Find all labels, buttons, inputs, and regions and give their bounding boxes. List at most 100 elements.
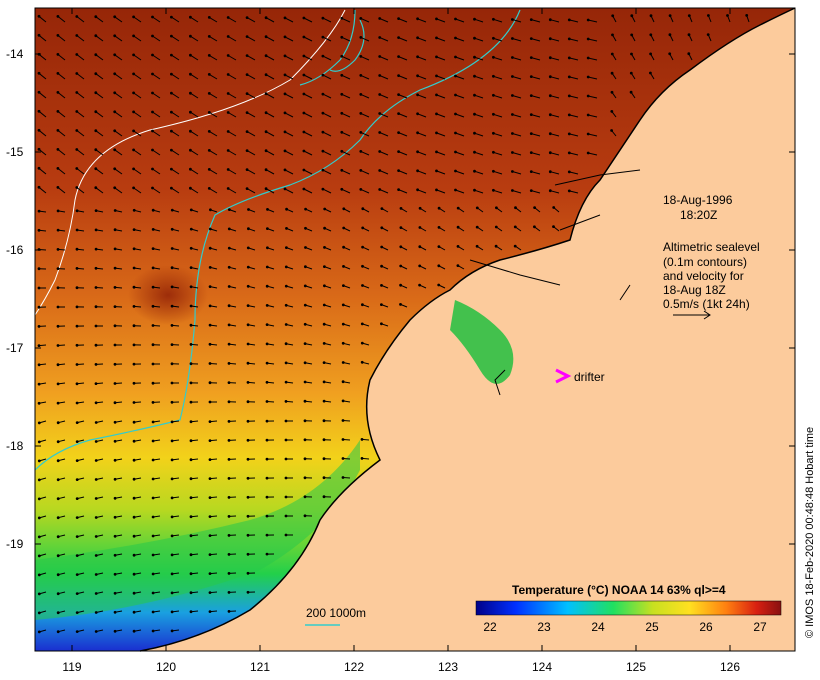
velocity-arrow bbox=[379, 170, 389, 175]
velocity-arrow bbox=[550, 152, 560, 156]
velocity-arrow-head bbox=[151, 534, 155, 538]
velocity-arrow-head bbox=[322, 438, 326, 442]
velocity-arrow-head bbox=[303, 457, 307, 461]
velocity-arrow-head bbox=[94, 497, 98, 500]
velocity-arrow-head bbox=[340, 54, 344, 58]
velocity-arrow-head bbox=[378, 17, 382, 20]
velocity-arrow-head bbox=[151, 420, 155, 424]
velocity-arrow-head bbox=[208, 362, 212, 365]
velocity-arrow-head bbox=[264, 54, 268, 58]
velocity-arrow-head bbox=[361, 303, 364, 307]
velocity-arrow bbox=[398, 113, 408, 118]
velocity-arrow-head bbox=[492, 188, 495, 192]
velocity-arrow-head bbox=[265, 552, 269, 556]
velocity-arrow-head bbox=[494, 244, 498, 248]
velocity-arrow-head bbox=[630, 52, 633, 56]
velocity-arrow-head bbox=[303, 284, 307, 288]
velocity-arrow-head bbox=[456, 245, 460, 248]
velocity-arrow-head bbox=[189, 304, 193, 308]
velocity-arrow-head bbox=[151, 401, 155, 404]
velocity-arrow bbox=[588, 19, 598, 23]
velocity-arrow-head bbox=[227, 477, 231, 480]
velocity-arrow-head bbox=[113, 382, 117, 385]
velocity-arrow bbox=[227, 169, 237, 175]
velocity-arrow-head bbox=[533, 225, 536, 229]
velocity-arrow-head bbox=[473, 131, 476, 135]
velocity-arrow-head bbox=[359, 93, 363, 96]
velocity-arrow-head bbox=[132, 439, 136, 443]
velocity-arrow bbox=[569, 133, 579, 137]
velocity-arrow-head bbox=[132, 343, 136, 347]
velocity-arrow-head bbox=[151, 324, 155, 327]
velocity-arrow bbox=[455, 132, 465, 137]
velocity-arrow-head bbox=[511, 56, 514, 59]
velocity-arrow-head bbox=[529, 75, 533, 78]
velocity-arrow-head bbox=[567, 37, 571, 41]
altimetry-note-line: Altimetric sealevel bbox=[663, 240, 760, 254]
velocity-arrow bbox=[474, 56, 484, 61]
velocity-arrow-head bbox=[533, 206, 536, 210]
velocity-arrow-head bbox=[529, 37, 533, 40]
velocity-arrow-head bbox=[567, 113, 571, 117]
velocity-arrow-head bbox=[170, 572, 174, 576]
velocity-arrow-head bbox=[548, 151, 552, 155]
velocity-arrow-head bbox=[132, 401, 136, 404]
colorbar-tick-label: 26 bbox=[699, 620, 713, 634]
velocity-arrow bbox=[227, 74, 237, 80]
velocity-arrow bbox=[152, 92, 161, 99]
velocity-arrow-head bbox=[511, 18, 514, 21]
velocity-arrow bbox=[265, 150, 275, 156]
velocity-arrow-head bbox=[285, 207, 288, 211]
velocity-arrow bbox=[322, 55, 332, 61]
velocity-arrow-head bbox=[207, 130, 211, 133]
velocity-arrow bbox=[341, 131, 351, 137]
velocity-arrow bbox=[265, 74, 275, 80]
velocity-arrow-head bbox=[341, 438, 345, 441]
velocity-arrow-head bbox=[56, 344, 60, 347]
velocity-arrow bbox=[455, 189, 465, 194]
velocity-arrow-head bbox=[548, 170, 552, 174]
velocity-arrow-head bbox=[94, 148, 98, 152]
velocity-arrow-head bbox=[151, 53, 154, 57]
velocity-arrow-head bbox=[361, 245, 364, 249]
velocity-arrow-head bbox=[284, 380, 288, 384]
axis-ticks bbox=[35, 8, 795, 651]
velocity-arrow-head bbox=[113, 247, 117, 251]
velocity-arrow bbox=[455, 18, 465, 23]
velocity-arrow-head bbox=[586, 37, 590, 41]
velocity-arrow bbox=[455, 56, 465, 61]
velocity-arrow-head bbox=[302, 111, 306, 115]
velocity-arrow bbox=[57, 54, 66, 61]
velocity-arrow bbox=[38, 110, 47, 118]
velocity-arrow-head bbox=[264, 111, 268, 115]
velocity-arrow bbox=[398, 18, 408, 23]
velocity-arrow-head bbox=[321, 187, 325, 191]
velocity-arrow bbox=[209, 35, 218, 42]
velocity-arrow-head bbox=[303, 322, 307, 326]
velocity-arrow-head bbox=[75, 497, 79, 500]
velocity-arrow-head bbox=[113, 53, 117, 57]
velocity-arrow-head bbox=[649, 33, 653, 37]
velocity-arrow bbox=[95, 149, 104, 156]
velocity-arrow-head bbox=[208, 591, 212, 594]
velocity-arrow-head bbox=[226, 111, 230, 114]
velocity-arrow bbox=[265, 36, 275, 42]
velocity-arrow-head bbox=[113, 458, 117, 462]
velocity-arrow-head bbox=[94, 34, 98, 38]
velocity-arrow-head bbox=[342, 284, 345, 287]
velocity-arrow bbox=[569, 152, 579, 156]
drifter-icon bbox=[555, 368, 572, 384]
velocity-arrow-head bbox=[283, 16, 287, 20]
velocity-arrow bbox=[303, 150, 313, 156]
velocity-arrow-head bbox=[151, 285, 155, 289]
isobath-200m bbox=[34, 9, 346, 316]
velocity-arrow-head bbox=[265, 438, 269, 442]
velocity-arrow-head bbox=[323, 284, 326, 288]
velocity-arrow-head bbox=[284, 514, 288, 518]
velocity-arrow-head bbox=[208, 227, 212, 231]
velocity-arrow-head bbox=[94, 459, 98, 462]
velocity-arrow-head bbox=[435, 169, 438, 173]
velocity-arrow-head bbox=[246, 400, 250, 404]
velocity-arrow bbox=[322, 188, 332, 194]
colorbar-tick-label: 22 bbox=[483, 620, 497, 634]
